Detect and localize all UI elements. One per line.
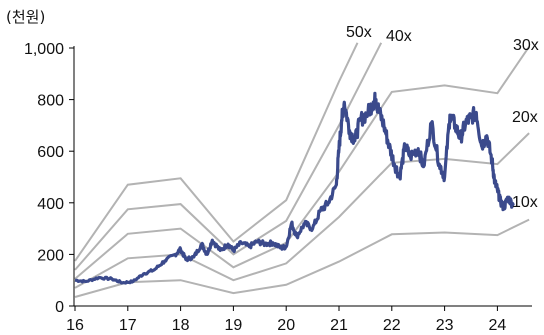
band-label-10x: 10x	[512, 194, 538, 211]
x-tick-label: 17	[119, 317, 137, 334]
pe-bands	[74, 42, 530, 298]
y-tick-label: 0	[55, 299, 64, 316]
y-unit-label: (천원)	[6, 8, 45, 26]
x-tick-label: 23	[436, 317, 454, 334]
y-tick-label: 400	[37, 196, 64, 213]
x-tick-labels: 16 17 18 19 20 21 22 23 24	[66, 317, 506, 334]
band-line-20x	[74, 132, 530, 289]
price-line	[74, 91, 515, 285]
x-tick-label: 16	[66, 317, 84, 334]
axes	[69, 46, 532, 311]
x-tick-label: 19	[225, 317, 243, 334]
band-line-40x	[74, 42, 383, 271]
x-tick-label: 21	[330, 317, 348, 334]
x-tick-label: 24	[489, 317, 507, 334]
x-tick-label: 22	[383, 317, 401, 334]
band-label-30x: 30x	[513, 37, 539, 54]
band-label-20x: 20x	[512, 109, 538, 126]
x-tick-label: 18	[172, 317, 190, 334]
y-tick-label: 800	[37, 93, 64, 110]
band-labels: 50x 40x 30x 20x 10x	[346, 24, 539, 211]
band-line-30x	[74, 46, 530, 280]
band-line-50x	[74, 42, 359, 262]
y-tick-label: 600	[37, 144, 64, 161]
x-tick-label: 20	[277, 317, 295, 334]
band-line-10x	[74, 218, 530, 298]
y-tick-label: 200	[37, 247, 64, 264]
y-tick-label: 1,000	[24, 41, 64, 58]
price-series	[74, 91, 515, 285]
band-label-40x: 40x	[386, 28, 412, 45]
y-tick-labels: 0 200 400 600 800 1,000	[24, 41, 64, 316]
band-label-50x: 50x	[346, 24, 372, 41]
